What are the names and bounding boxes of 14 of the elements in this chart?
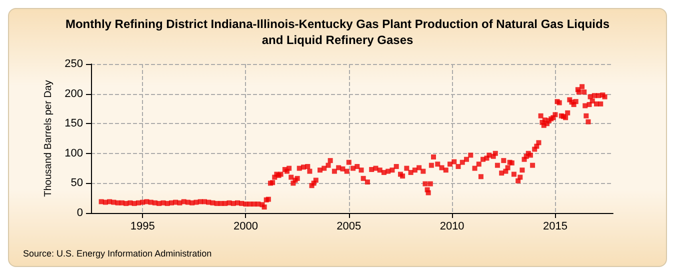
y-axis-title: Thousand Barrels per Day [43,80,54,197]
chart-title: Monthly Refining District Indiana-Illinois-Kentucky Gas Plant Production of Natural Gas Liquids and Liquid Refinery Gases [65,17,610,47]
y-tick-label: 50 [70,177,83,190]
x-tick-label: 2005 [336,220,362,232]
y-tick-label: 200 [64,88,83,100]
y-tick-label: 0 [76,207,83,219]
x-tick-label: 2000 [234,220,258,232]
y-tick-label: 100 [64,147,83,160]
y-tick-label: 250 [64,58,83,70]
x-tick-label: 1995 [130,220,155,232]
y-tick-label: 150 [64,118,83,130]
source-note: Source: U.S. Energy Information Administration [23,248,212,258]
x-tick-label: 2010 [440,220,464,232]
x-tick-label: 2015 [542,220,568,232]
